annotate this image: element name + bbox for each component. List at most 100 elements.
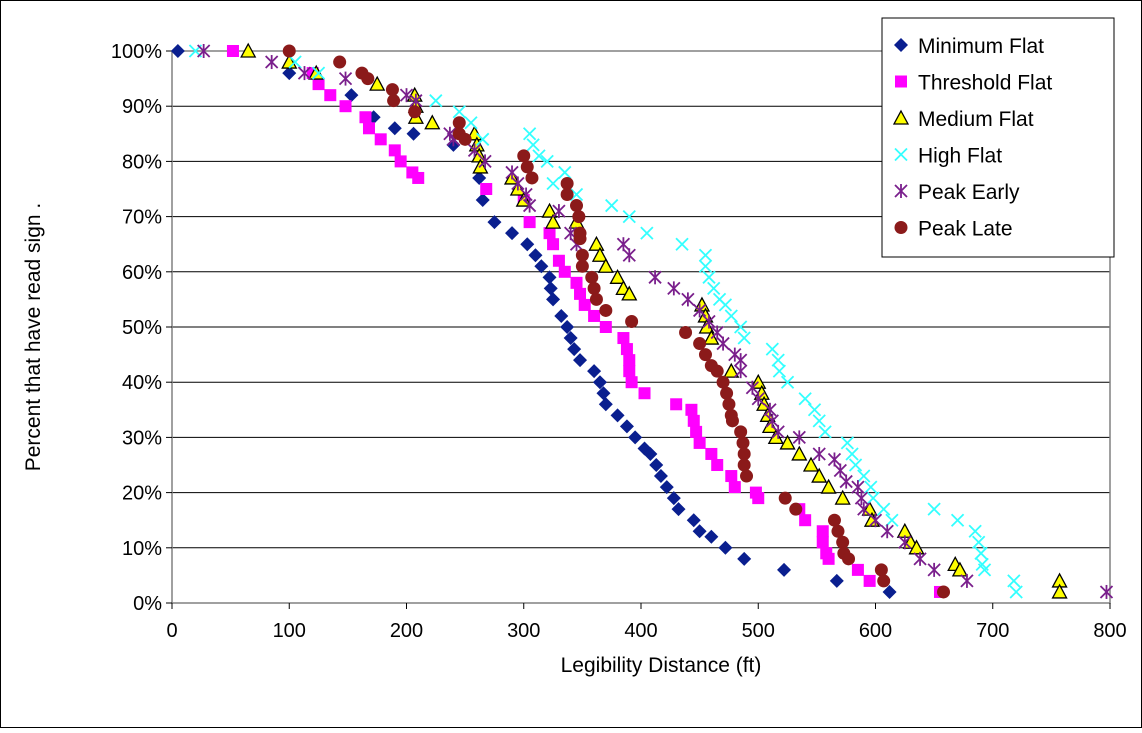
minimum-flat-point xyxy=(487,215,502,230)
high-flat-point xyxy=(977,563,992,577)
peak-early-point xyxy=(868,513,883,528)
peak-late-point xyxy=(458,132,472,146)
peak-late-point xyxy=(560,188,574,202)
peak-late-point xyxy=(587,281,601,295)
threshold-flat-point xyxy=(312,78,325,91)
medium-flat-point xyxy=(240,42,257,58)
peak-early-point xyxy=(399,88,414,103)
x-axis-title: Legibility Distance (ft) xyxy=(561,654,762,677)
legend-label: High Flat xyxy=(918,145,1002,168)
threshold-flat-point xyxy=(588,309,601,322)
high-flat-point xyxy=(718,298,733,312)
peak-early-point xyxy=(854,491,869,506)
peak-late-point xyxy=(842,552,856,566)
minimum-flat-point xyxy=(666,491,681,506)
peak-late-point xyxy=(589,292,603,306)
threshold-flat-point xyxy=(752,492,765,505)
peak-late-point xyxy=(720,386,734,400)
x-tick-label: 0 xyxy=(166,620,177,642)
minimum-flat-point xyxy=(592,375,607,390)
threshold-flat-point xyxy=(394,155,407,168)
legend-marker-threshold-flat xyxy=(895,75,907,88)
legend-item-medium-flat: Medium Flat xyxy=(892,108,1034,131)
peak-late-point xyxy=(361,72,375,86)
peak-late-point xyxy=(836,535,850,549)
threshold-flat-point xyxy=(685,403,698,416)
peak-late-point xyxy=(625,314,639,328)
x-tick-label: 700 xyxy=(976,620,1009,642)
high-flat-point xyxy=(968,524,982,538)
peak-late-point xyxy=(575,248,589,262)
y-tick-label: 70% xyxy=(122,207,162,229)
threshold-flat-point xyxy=(543,227,556,240)
minimum-flat-point xyxy=(649,458,664,472)
high-flat-point xyxy=(522,127,537,141)
minimum-flat-point xyxy=(659,480,674,495)
peak-late-point xyxy=(408,105,422,119)
high-flat-point xyxy=(288,55,302,69)
high-flat-point xyxy=(885,513,899,527)
threshold-flat-point xyxy=(523,216,536,229)
medium-flat-point xyxy=(591,246,609,262)
high-flat-point xyxy=(622,209,636,224)
peak-late-point xyxy=(734,425,748,439)
peak-early-point xyxy=(519,187,533,202)
high-flat-point xyxy=(950,513,965,527)
peak-early-point xyxy=(692,303,707,318)
medium-flat-point xyxy=(802,456,820,472)
minimum-flat-point xyxy=(671,502,686,517)
minimum-flat-point xyxy=(718,540,733,555)
peak-late-point xyxy=(570,199,584,213)
peak-early-point xyxy=(505,165,519,180)
legend-label: Threshold Flat xyxy=(918,72,1052,95)
peak-late-point xyxy=(778,491,792,505)
threshold-flat-point xyxy=(822,552,835,565)
minimum-flat-point xyxy=(777,562,792,577)
peak-early-point xyxy=(511,176,525,191)
high-flat-point xyxy=(927,502,941,516)
peak-late-point xyxy=(710,364,724,378)
peak-late-point xyxy=(725,414,739,428)
y-tick-label: 60% xyxy=(122,262,162,284)
threshold-flat-point xyxy=(623,365,636,378)
minimum-flat-point xyxy=(563,331,578,346)
minimum-flat-point xyxy=(643,446,658,461)
threshold-flat-point xyxy=(687,414,700,427)
y-tick-label: 50% xyxy=(122,317,162,339)
peak-late-point xyxy=(520,160,534,174)
threshold-flat-point xyxy=(570,276,583,289)
threshold-flat-point xyxy=(851,563,864,576)
peak-late-point xyxy=(827,513,841,527)
peak-early-point xyxy=(898,535,912,550)
minimum-flat-point xyxy=(472,170,487,185)
high-flat-point xyxy=(1009,585,1023,599)
peak-early-point xyxy=(839,474,853,489)
high-flat-point xyxy=(569,187,584,202)
peak-late-point xyxy=(740,469,754,483)
peak-early-point xyxy=(751,391,765,406)
medium-flat-point xyxy=(544,213,562,229)
minimum-flat-point xyxy=(692,524,707,539)
peak-early-point xyxy=(681,292,695,307)
high-flat-point xyxy=(546,176,560,191)
legend-marker-minimum-flat xyxy=(894,38,908,52)
data-series xyxy=(170,42,1114,599)
high-flat-point xyxy=(476,132,490,146)
peak-late-point xyxy=(575,259,589,273)
high-flat-point xyxy=(675,237,689,251)
peak-early-point xyxy=(857,502,871,517)
high-flat-point xyxy=(771,353,785,367)
peak-early-point xyxy=(552,204,566,219)
high-flat-point xyxy=(540,154,554,169)
threshold-flat-point xyxy=(578,298,591,311)
minimum-flat-point xyxy=(344,88,359,103)
minimum-flat-point xyxy=(686,513,701,528)
threshold-flat-point xyxy=(690,425,703,438)
peak-late-point xyxy=(716,375,730,389)
threshold-flat-point xyxy=(599,321,612,333)
medium-flat-point xyxy=(723,362,740,378)
peak-early-point xyxy=(648,270,662,285)
high-flat-point xyxy=(734,320,748,334)
medium-flat-point xyxy=(597,257,614,273)
